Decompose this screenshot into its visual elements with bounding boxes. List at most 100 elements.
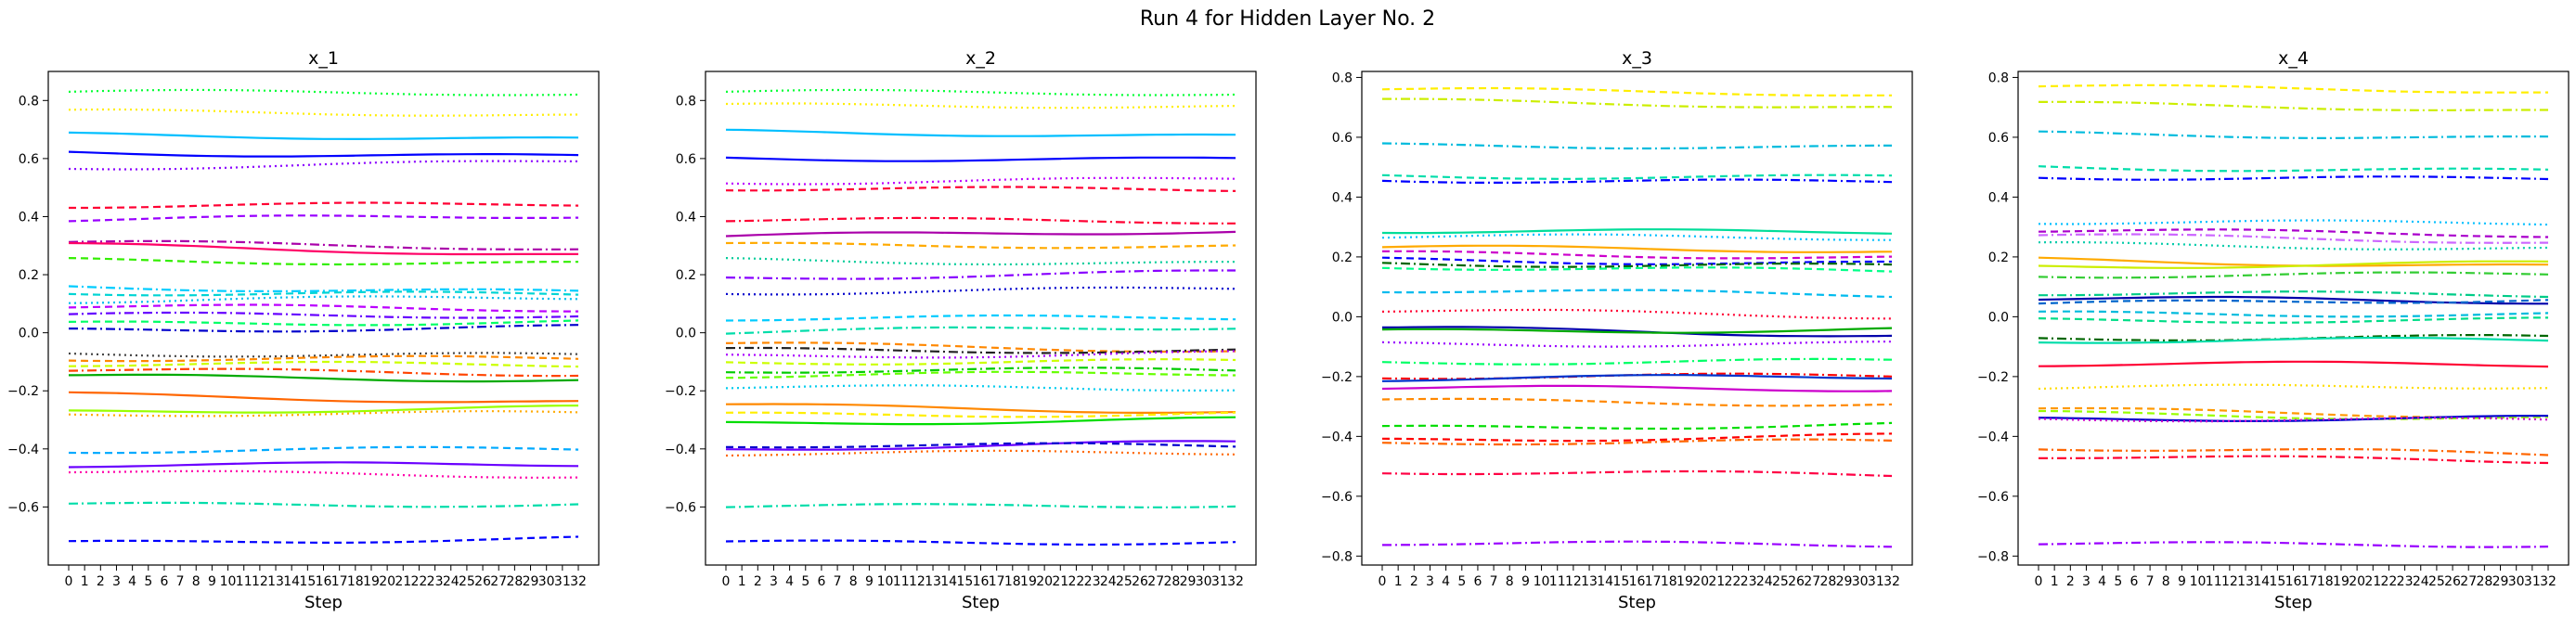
x-tick-label: 29 [1180,574,1197,589]
x-tick-label: 14 [283,574,300,589]
series-line [68,405,579,414]
x-tick-label: 26 [1132,574,1148,589]
series-line [68,319,579,327]
series-line [68,445,579,455]
series-line [725,350,1236,359]
series-line [1381,228,1893,235]
series-line [2038,219,2549,226]
x-tick-label: 26 [474,574,491,589]
x-tick-label: 3 [112,574,121,589]
x-tick-label: 15 [1612,574,1629,589]
x-tick-label: 17 [989,574,1005,589]
x-tick-label: 5 [801,574,809,589]
x-tick-label: 7 [834,574,842,589]
x-tick-label: 0 [2035,574,2043,589]
x-tick-label: 15 [2269,574,2285,589]
series-line [725,503,1236,508]
series-line [725,403,1236,414]
subplot-grid: x_1−0.6−0.4−0.20.00.20.40.60.80 1 2 3 4 5 6 7 8 9… [7,48,2570,612]
series-line [2038,84,2548,94]
x-tick-label: 10 [1534,574,1550,589]
series-line [725,370,1236,379]
series-line [725,440,1236,451]
y-tick-label: −0.6 [665,500,696,515]
y-tick-label: 0.8 [1988,71,2009,85]
x-axis-label: Step [304,593,343,612]
x-tick-label: 25 [459,574,475,589]
x-tick-label: 17 [331,574,348,589]
x-tick-label: 32 [1883,574,1900,589]
series-line [725,176,1236,186]
x-tick-label: 6 [1473,574,1482,589]
series-line [2038,175,2549,181]
series-line [725,186,1236,192]
x-tick-label: 12 [1565,574,1582,589]
x-tick-label: 13 [925,574,941,589]
series-line [1381,174,1893,180]
x-tick-label: 6 [2129,574,2138,589]
subplot-title: x_3 [1622,48,1652,69]
series-line [1381,374,1893,382]
series-line [2038,360,2549,368]
series-line [1381,469,1893,478]
series-line [725,416,1236,426]
x-tick-label: 14 [1597,574,1613,589]
x-tick-label: 3 [2082,574,2091,589]
x-tick-label: 9 [1521,574,1530,589]
x-tick-label: 29 [2492,574,2509,589]
series-line [68,241,578,256]
x-tick-label: 6 [817,574,825,589]
series-line [725,156,1236,162]
figure-suptitle: Run 4 for Hidden Layer No. 2 [1140,7,1435,31]
x-tick-label: 7 [2146,574,2155,589]
x-tick-label: 0 [1379,574,1387,589]
subplot-title: x_1 [308,48,339,69]
x-tick-label: 1 [2051,574,2059,589]
x-tick-label: 2 [2066,574,2075,589]
series-line [68,108,579,117]
y-tick-label: −0.2 [1321,370,1353,385]
series-line [725,449,1236,457]
x-tick-label: 16 [2285,574,2302,589]
x-tick-label: 2 [97,574,105,589]
y-tick-label: 0.2 [19,268,39,283]
y-tick-label: −0.4 [7,443,39,457]
series-line [725,411,1236,418]
subplot-title: x_2 [965,48,996,69]
series-line [725,216,1236,225]
y-tick-label: 0.8 [19,94,39,109]
x-tick-label: 7 [176,574,185,589]
series-line [2039,290,2549,299]
series-line [69,201,579,210]
x-tick-label: 12 [252,574,268,589]
y-tick-label: −0.4 [665,443,696,457]
x-tick-label: 11 [1549,574,1566,589]
series-line [1381,327,1893,334]
series-line [2038,316,2548,324]
x-tick-label: 21 [1052,574,1068,589]
x-tick-label: 27 [1804,574,1820,589]
x-tick-label: 18 [1661,574,1677,589]
x-tick-label: 22 [411,574,428,589]
x-tick-label: 8 [192,574,201,589]
x-tick-label: 31 [554,574,571,589]
x-tick-label: 5 [2114,574,2122,589]
y-tick-label: 0.0 [1988,310,2009,325]
series-line [68,214,579,223]
x-tick-label: 24 [1100,574,1117,589]
series-line [2038,448,2549,456]
x-tick-label: 20 [1692,574,1709,589]
series-line [725,326,1236,335]
x-tick-label: 5 [1457,574,1466,589]
x-tick-label: 25 [1116,574,1133,589]
series-line [725,241,1236,250]
x-tick-label: 19 [2333,574,2349,589]
x-tick-label: 21 [2364,574,2381,589]
series-line [68,285,579,292]
series-line [1381,540,1893,548]
series-line [725,346,1236,354]
x-tick-label: 13 [2237,574,2254,589]
x-tick-label: 22 [1725,574,1741,589]
series-line [725,269,1236,280]
